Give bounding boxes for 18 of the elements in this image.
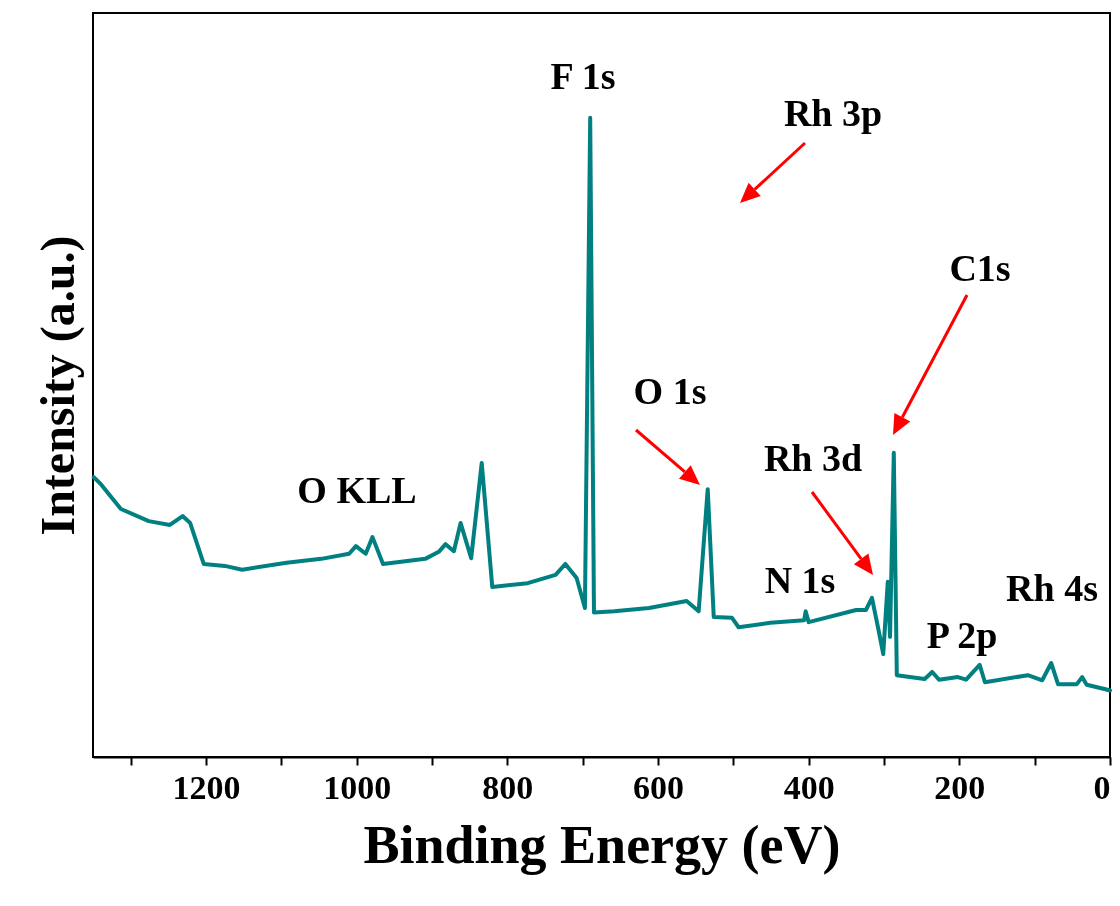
annotation: N 1s [764,559,836,601]
annotation: Rh 3d [763,437,863,479]
annotation: Rh 4s [1006,567,1098,609]
x-tick-label: 400 [783,768,835,806]
x-tick-label: 1200 [172,768,241,806]
text: F 1s [550,55,616,97]
annotation: C1s [949,247,1011,289]
x-tick-label: 1000 [323,768,392,806]
x-tick-label: 600 [633,768,684,806]
x-tick-label: 0 [1093,768,1111,806]
x-tick-label: 200 [934,768,986,806]
annotation: O KLL [297,469,417,511]
x-tick-label: 800 [482,768,534,806]
annotation: O 1s [633,370,707,412]
annotation: Rh 3p [783,92,883,134]
y-axis-title: Intensity (a.u.) [30,235,85,536]
x-axis-title: Binding Energy (eV) [363,814,841,875]
annotation: P 2p [926,614,998,656]
